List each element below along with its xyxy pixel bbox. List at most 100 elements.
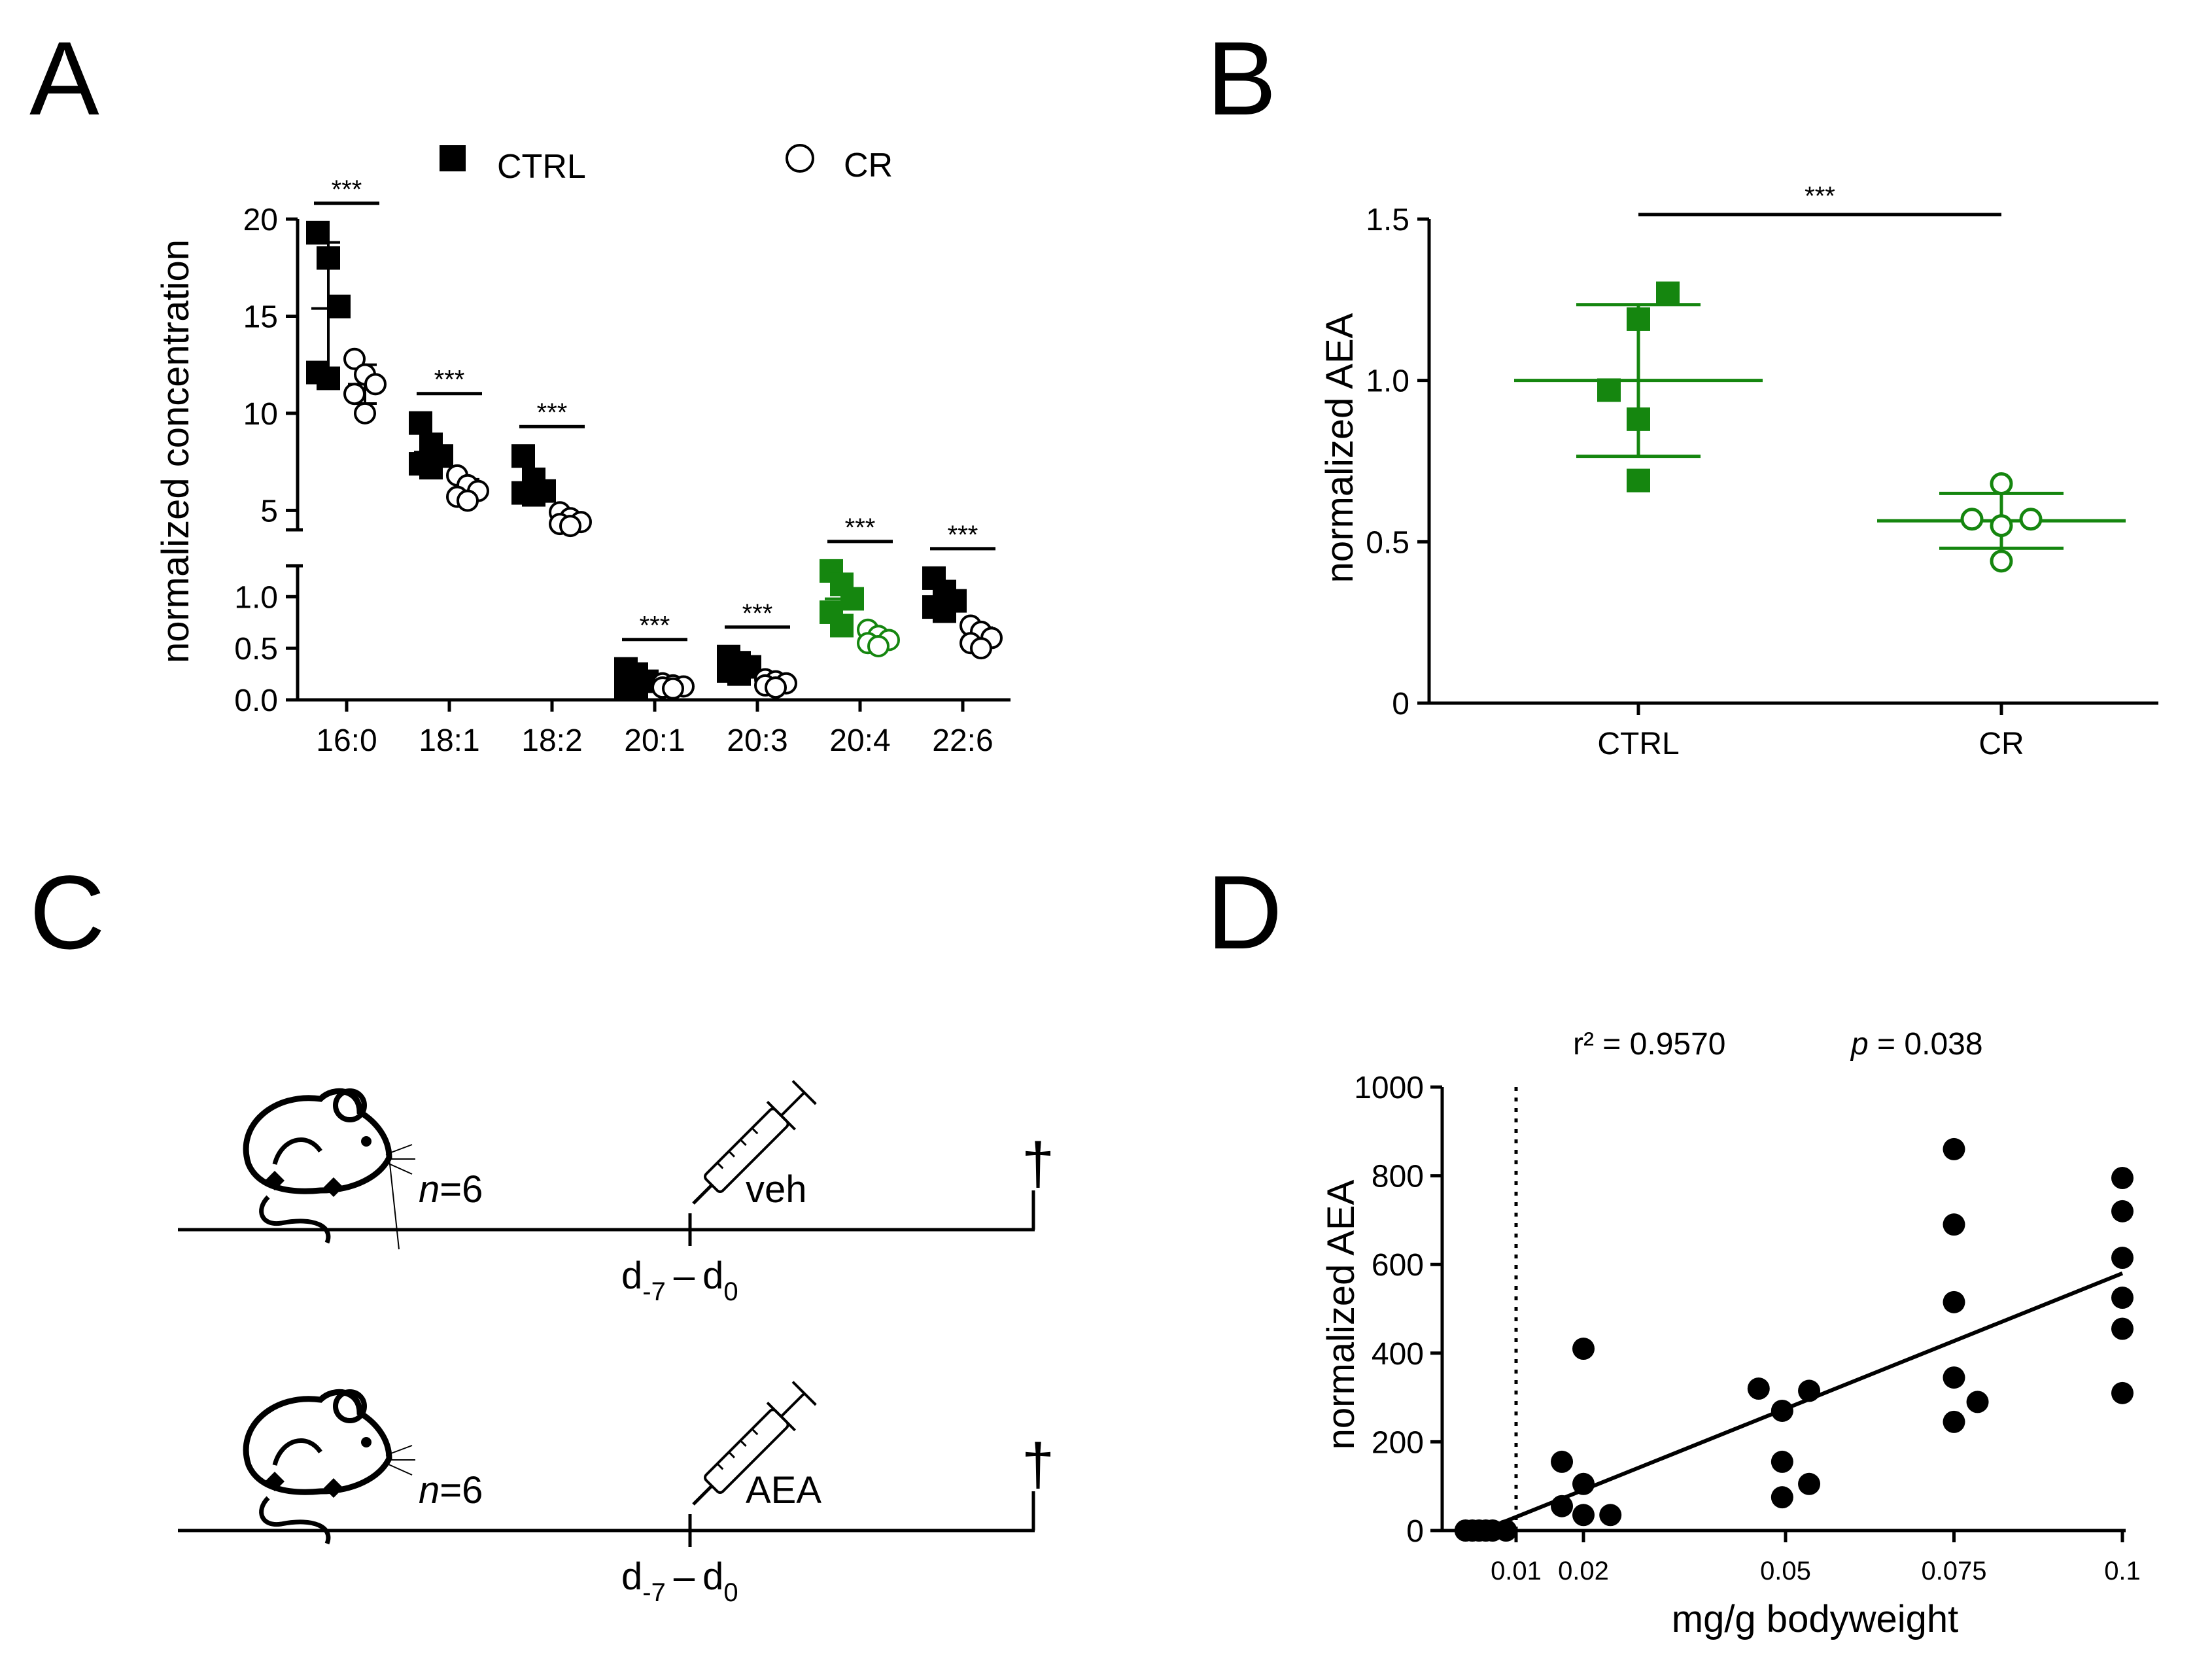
chart-d-point xyxy=(2111,1200,2134,1222)
chart-a-point-ctrl xyxy=(419,456,443,479)
chart-b-point-cr xyxy=(1990,514,2013,538)
panel-label-b: B xyxy=(1207,20,1277,137)
chart-d-x-tick-label: 0.01 xyxy=(1491,1557,1542,1585)
chart-a-point-cr xyxy=(354,402,376,424)
chart-d-y-tick-label: 1000 xyxy=(1354,1071,1424,1105)
chart-d-point xyxy=(1798,1472,1821,1495)
chart-d-marks xyxy=(1454,1087,2134,1542)
chart-a-significance-label: *** xyxy=(742,599,773,628)
chart-a-significance-label: *** xyxy=(845,513,876,542)
chart-a-y-tick-label: 1.0 xyxy=(234,580,278,615)
chart-a-x-tick-label: 16:0 xyxy=(316,723,377,758)
chart-d-y-tick-label: 200 xyxy=(1372,1425,1424,1460)
legend-cr-marker xyxy=(786,144,814,173)
chart-d-point xyxy=(1551,1495,1574,1517)
panel-label-c: C xyxy=(29,854,105,971)
chart-d-point xyxy=(1551,1450,1574,1473)
chart-d-point xyxy=(1798,1379,1821,1402)
chart-d-point xyxy=(1771,1486,1793,1509)
chart-b-y-tick-label: 1.5 xyxy=(1366,203,1409,237)
chart-a-point-cr xyxy=(867,635,890,657)
mouse-icon xyxy=(243,1088,415,1250)
legend-ctrl-marker xyxy=(440,145,466,171)
row-2-end-symbol: † xyxy=(1022,1432,1054,1498)
chart-a-x-tick-label: 22:6 xyxy=(932,723,993,758)
chart-b-point-ctrl xyxy=(1656,281,1680,305)
chart-d-p-value: p = 0.038 xyxy=(1850,1027,1983,1062)
chart-d-point xyxy=(1771,1450,1793,1473)
chart-b-point-cr xyxy=(1990,472,2013,496)
chart-d-point xyxy=(2111,1287,2134,1309)
chart-a-x-tick-label: 18:1 xyxy=(419,723,479,758)
chart-b-y-label: normalized AEA xyxy=(1319,313,1361,583)
chart-a-y-tick-label: 10 xyxy=(243,397,278,432)
chart-b-point-ctrl xyxy=(1597,378,1621,402)
chart-d-point xyxy=(1771,1399,1793,1422)
chart-d-point xyxy=(2111,1166,2134,1189)
chart-b-point-ctrl xyxy=(1627,307,1650,331)
chart-a-point-ctrl xyxy=(830,614,854,638)
chart-d-point xyxy=(1943,1410,1965,1433)
chart-a-point-cr xyxy=(559,515,581,538)
chart-d-y-label: normalized AEA xyxy=(1320,1179,1362,1449)
chart-a-point-cr xyxy=(457,489,479,512)
chart-a-point-ctrl xyxy=(522,483,545,507)
chart-a-point-cr xyxy=(364,373,387,396)
chart-a-point-ctrl xyxy=(625,678,648,702)
chart-a-marks: *** *** *** *** *** *** *** xyxy=(306,175,1003,702)
chart-b-marks: *** xyxy=(1514,182,2126,573)
chart-d-x-tick-label: 0.05 xyxy=(1760,1557,1811,1585)
row-2-treatment: AEA xyxy=(746,1469,821,1512)
row-1-end-symbol: † xyxy=(1022,1132,1054,1197)
chart-d-point xyxy=(1599,1504,1622,1527)
chart-a-point-ctrl xyxy=(409,411,432,435)
syringe-icon xyxy=(692,1381,817,1506)
chart-b: normalized AEA 0 0.5 1.0 1.5 CTRL CR *** xyxy=(1319,182,2158,761)
chart-d-r2: r² = 0.9570 xyxy=(1573,1027,1725,1062)
chart-a-legend: CTRL CR xyxy=(440,144,893,186)
legend-ctrl-label: CTRL xyxy=(497,148,586,186)
chart-d-y-tick-label: 0 xyxy=(1406,1514,1424,1549)
chart-d-point xyxy=(1572,1472,1595,1495)
chart-b-x-tick-label: CTRL xyxy=(1597,727,1679,761)
experiment-diagram: n=6 veh † d-7– d0 xyxy=(178,1080,1054,1607)
chart-a-point-ctrl xyxy=(317,366,340,390)
chart-a-point-ctrl xyxy=(317,246,340,270)
chart-a-point-ctrl xyxy=(511,444,535,468)
chart-b-point-cr xyxy=(1960,508,1984,531)
chart-a-x-tick-label: 20:4 xyxy=(829,723,890,758)
chart-a-significance-label: *** xyxy=(948,521,978,549)
chart-d-point xyxy=(1943,1366,1965,1389)
chart-b-y-tick-label: 1.0 xyxy=(1366,364,1409,399)
chart-d-point xyxy=(1572,1504,1595,1527)
chart-d-point xyxy=(1966,1391,1989,1413)
mouse-icon xyxy=(243,1389,415,1545)
chart-a-point-cr xyxy=(343,347,366,370)
chart-d-point xyxy=(1572,1338,1595,1360)
chart-a-y-tick-label: 20 xyxy=(243,203,278,237)
diagram-row-2: n=6 AEA † d-7– d0 xyxy=(178,1381,1054,1607)
chart-a-y-tick-label: 0.5 xyxy=(234,632,278,667)
legend-cr-label: CR xyxy=(844,147,893,184)
chart-a-y-tick-label: 5 xyxy=(260,494,278,528)
chart-b-x-tick-label: CR xyxy=(1979,727,2024,761)
chart-d-point xyxy=(1943,1137,1965,1160)
row-1-treatment: veh xyxy=(746,1168,807,1211)
panel-label-a: A xyxy=(29,20,99,137)
chart-a-point-ctrl xyxy=(306,220,330,245)
chart-d-axes: 0 200 400 600 800 1000 0.01 0.02 0.05 0.075 0.1 xyxy=(1354,1071,2141,1585)
chart-a-point-cr xyxy=(662,677,684,700)
chart-d-point xyxy=(2111,1381,2134,1404)
chart-d-y-tick-label: 600 xyxy=(1372,1248,1424,1283)
chart-b-axes: 0 0.5 1.0 1.5 CTRL CR xyxy=(1366,203,2158,761)
chart-a-significance-label: *** xyxy=(434,366,465,394)
row-1-timepoint: d-7– d0 xyxy=(621,1255,738,1306)
chart-d-point xyxy=(1495,1519,1517,1542)
chart-a-point-cr xyxy=(343,383,366,406)
chart-d-x-tick-label: 0.02 xyxy=(1558,1557,1609,1585)
chart-b-point-cr xyxy=(1990,549,2013,573)
chart-d-point xyxy=(2111,1247,2134,1270)
chart-d-y-tick-label: 800 xyxy=(1372,1160,1424,1194)
chart-a-x-tick-label: 20:1 xyxy=(624,723,685,758)
